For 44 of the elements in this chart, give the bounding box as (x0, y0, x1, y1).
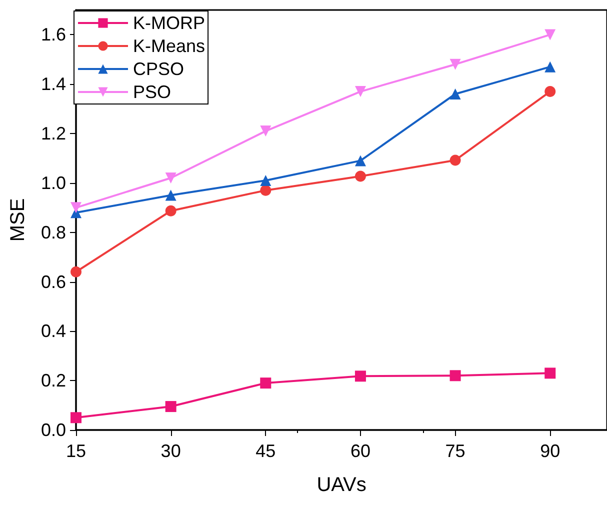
point (450, 370, 461, 382)
y-axis-title: MSE (7, 198, 29, 242)
point (450, 88, 461, 100)
point (354, 170, 366, 182)
legend-label: K-Means (133, 36, 206, 56)
legend-label: K-MORP (133, 13, 205, 33)
point (354, 370, 366, 382)
point (260, 126, 272, 137)
point (165, 190, 176, 201)
y-tick-label: 0.4 (40, 321, 66, 342)
y-tick-label: 1.0 (40, 172, 66, 193)
point (544, 368, 556, 379)
x-tick-label: 15 (66, 441, 86, 461)
point (70, 202, 82, 214)
x-tick-label: 45 (256, 441, 276, 461)
point (70, 412, 82, 424)
point (165, 401, 176, 412)
point (450, 58, 461, 70)
point (450, 154, 461, 166)
point (260, 378, 272, 389)
point (260, 184, 272, 196)
point (544, 86, 556, 98)
x-tick-label: 75 (445, 441, 466, 461)
x-tick-label: 30 (160, 441, 181, 461)
legend-label: PSO (133, 82, 172, 102)
point (165, 172, 176, 184)
x-axis-title: UAVs (316, 474, 366, 496)
y-tick-label: 0.2 (40, 370, 66, 391)
y-tick-label: 0.0 (40, 420, 66, 440)
x-tick-label: 90 (540, 441, 560, 461)
point (260, 174, 272, 186)
legend-label: CPSO (133, 59, 184, 79)
y-tick-label: 1.2 (40, 124, 66, 144)
y-tick-label: 0.8 (40, 222, 66, 242)
y-tick-label: 1.6 (40, 24, 66, 45)
point (70, 266, 82, 278)
y-tick-label: 0.6 (40, 272, 66, 292)
point (165, 205, 176, 216)
point (544, 29, 556, 40)
y-tick-label: 1.4 (40, 74, 66, 94)
point (544, 61, 556, 72)
x-tick-label: 60 (350, 441, 370, 461)
point (354, 155, 366, 166)
point (354, 86, 366, 98)
